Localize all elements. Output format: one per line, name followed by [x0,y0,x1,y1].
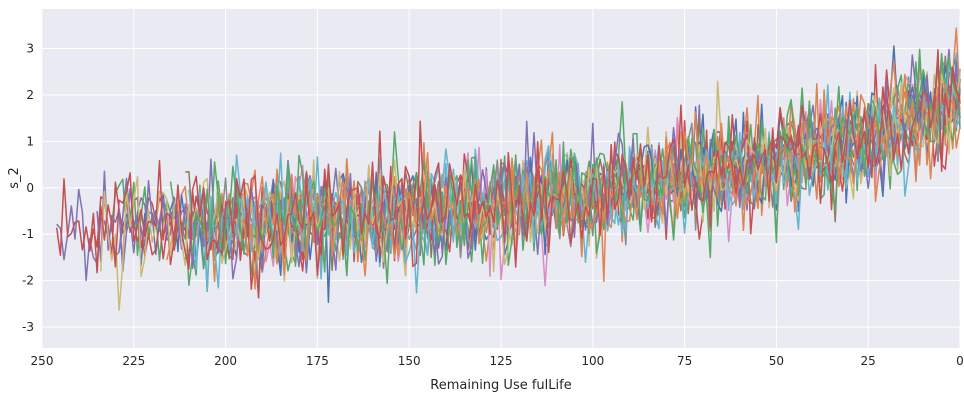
y-tick-label: -2 [22,274,34,288]
x-tick-label: 250 [31,354,54,368]
series-line [96,60,961,280]
y-tick-label: 0 [26,181,34,195]
x-tick-label: 0 [956,354,964,368]
x-tick-label: 175 [306,354,329,368]
x-tick-label: 125 [490,354,513,368]
x-tick-label: 25 [861,354,876,368]
y-axis-label: s_2 [7,167,22,189]
x-tick-label: 225 [122,354,145,368]
y-tick-label: 2 [26,88,34,102]
x-tick-label: 75 [677,354,692,368]
series-line [55,49,961,277]
x-tick-label: 150 [398,354,421,368]
y-tick-label: 1 [26,134,34,148]
x-tick-label: 50 [769,354,784,368]
y-tick-label: -1 [22,227,34,241]
x-tick-label: 200 [214,354,237,368]
y-tick-label: -3 [22,320,34,334]
series-line [188,56,961,292]
y-tick-label: 3 [26,41,34,55]
series-lines [55,27,961,311]
x-axis-label: Remaining Use fulLife [430,378,571,393]
x-tick-label: 100 [581,354,604,368]
